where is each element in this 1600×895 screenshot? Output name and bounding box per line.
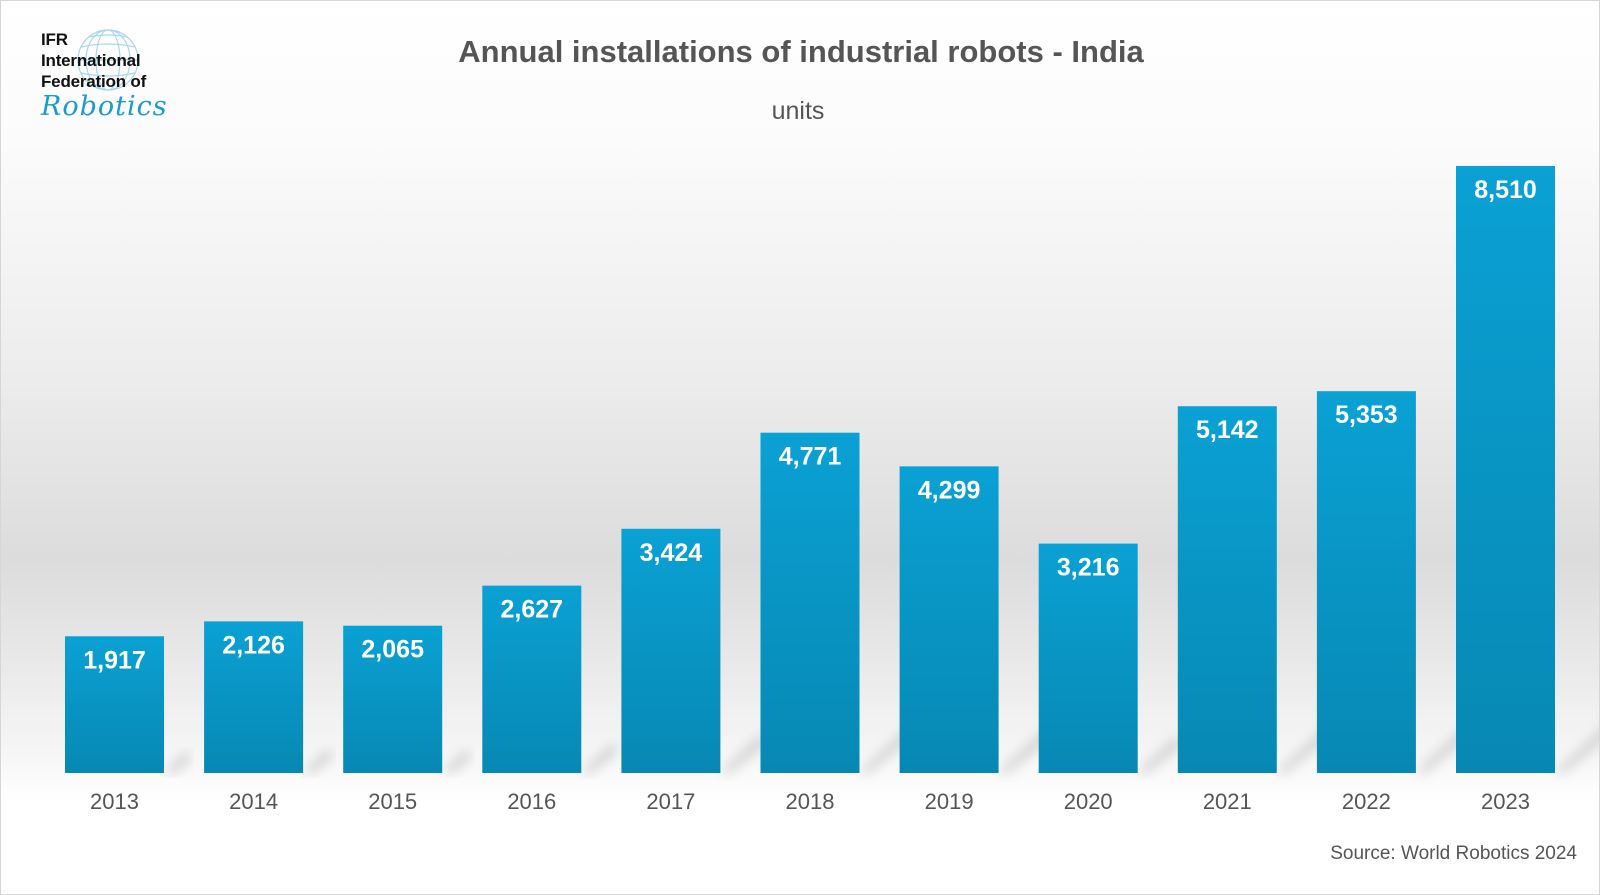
bar-shadow [1555, 733, 1599, 773]
x-tick-label-2019: 2019 [925, 789, 974, 814]
logo-text-ifr: IFR [41, 30, 68, 49]
bar-2018 [760, 432, 860, 773]
x-tick-label-2020: 2020 [1064, 789, 1113, 814]
chart-subtitle: units [771, 97, 825, 125]
value-label-2013: 1,917 [83, 646, 146, 674]
x-tick-label-2021: 2021 [1203, 789, 1252, 814]
source-note: Source: World Robotics 2024 [1330, 843, 1577, 864]
x-tick-label-2017: 2017 [646, 789, 695, 814]
globe-icon [77, 29, 139, 91]
value-label-2018: 4,771 [779, 443, 842, 471]
x-axis-tick-labels: 2013 2014 2015 2016 2017 2018 2019 2020 2021 2022… [90, 789, 1530, 814]
value-labels: 1,917 2,126 2,065 2,627 3,424 4,771 4,299 3,216… [83, 176, 1537, 674]
bar-2014 [204, 621, 304, 773]
logo-text-federation: Federation of [41, 72, 147, 91]
bar-2020 [1038, 543, 1138, 773]
x-tick-label-2023: 2023 [1481, 789, 1530, 814]
value-label-2022: 5,353 [1335, 401, 1398, 429]
bar-2022 [1316, 391, 1416, 773]
bar-shadow [1137, 735, 1179, 773]
value-label-2023: 8,510 [1474, 176, 1537, 204]
x-tick-label-2014: 2014 [229, 789, 278, 814]
value-label-2021: 5,142 [1196, 416, 1259, 444]
value-label-2014: 2,126 [222, 631, 285, 659]
bars [65, 166, 1555, 773]
x-tick-label-2013: 2013 [90, 789, 139, 814]
chart-title: Annual installations of industrial robot… [458, 34, 1144, 69]
ifr-logo: IFR International Federation of Robotics [41, 29, 191, 129]
x-tick-label-2018: 2018 [786, 789, 835, 814]
bar-shadow [442, 749, 469, 773]
logo-text-international: International [41, 51, 141, 70]
logo-text-robotics: Robotics [41, 91, 168, 122]
bar-2015 [343, 625, 443, 773]
bar-2023 [1456, 166, 1555, 773]
bar-shadow [303, 748, 331, 773]
bar-2021 [1177, 406, 1277, 773]
value-label-2015: 2,065 [361, 636, 424, 664]
x-tick-label-2022: 2022 [1342, 789, 1391, 814]
bar-2016 [482, 585, 582, 773]
bar-shadow [164, 750, 189, 773]
bar-2019 [899, 466, 999, 773]
value-label-2016: 2,627 [501, 596, 564, 624]
x-tick-label-2016: 2016 [507, 789, 556, 814]
value-label-2020: 3,216 [1057, 554, 1120, 582]
value-label-2017: 3,424 [640, 539, 703, 567]
bar-2013 [65, 636, 164, 773]
bar-shadow [720, 733, 765, 773]
bar-shadow [581, 742, 616, 773]
bar-2017 [621, 528, 721, 773]
value-label-2019: 4,299 [918, 476, 981, 504]
x-tick-label-2015: 2015 [368, 789, 417, 814]
